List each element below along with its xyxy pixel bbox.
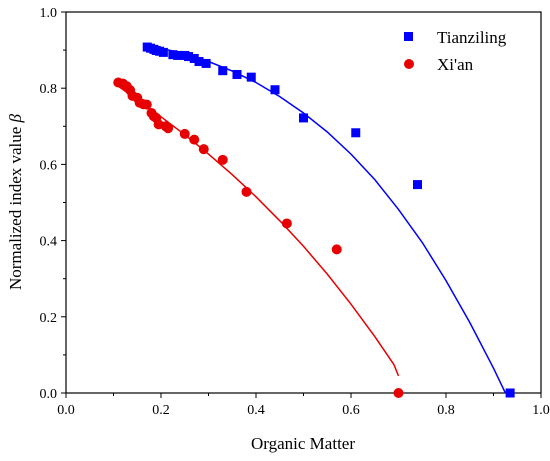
- y-axis-title-symbol: β: [6, 113, 25, 123]
- data-point-xian: [217, 154, 228, 165]
- data-points: [113, 42, 515, 398]
- fit-curves: [117, 44, 507, 394]
- data-point-tianziling: [351, 128, 361, 138]
- data-point-tianziling: [246, 72, 256, 82]
- x-tick-label: 1.0: [532, 403, 550, 418]
- data-point-tianziling: [218, 66, 228, 76]
- data-point-tianziling: [168, 50, 178, 60]
- data-point-xian: [198, 144, 209, 155]
- legend-label-xian: Xi'an: [437, 55, 474, 74]
- legend: Tianziling Xi'an: [404, 28, 507, 74]
- data-point-tianziling: [232, 69, 242, 79]
- data-point-xian: [241, 186, 252, 197]
- data-point-xian: [189, 134, 200, 145]
- y-tick-label: 0.8: [40, 82, 58, 97]
- data-point-xian: [141, 99, 152, 110]
- data-point-xian: [163, 123, 174, 134]
- data-point-tianziling: [173, 50, 183, 60]
- data-point-tianziling: [505, 388, 515, 398]
- y-tick-label: 1.0: [40, 6, 58, 21]
- data-point-xian: [393, 388, 404, 398]
- data-point-tianziling: [189, 53, 199, 63]
- data-point-tianziling: [194, 57, 204, 67]
- fit-curve-1: [117, 85, 400, 377]
- x-tick-label: 0.6: [342, 403, 360, 418]
- y-axis-title: Normalized index value β: [6, 113, 25, 290]
- legend-marker-tianziling: [404, 32, 413, 41]
- data-point-tianziling: [158, 47, 168, 57]
- data-point-tianziling: [184, 52, 194, 62]
- legend-marker-xian: [404, 59, 414, 69]
- data-point-tianziling: [299, 113, 308, 123]
- x-axis-title: Organic Matter: [251, 434, 355, 453]
- y-tick-label: 0.0: [40, 387, 58, 402]
- y-tick-label: 0.2: [40, 311, 58, 326]
- data-point-xian: [281, 218, 292, 229]
- x-tick-label: 0.0: [57, 403, 75, 418]
- data-point-tianziling: [201, 58, 211, 68]
- data-point-tianziling: [413, 180, 422, 190]
- y-axis-title-text: Normalized index value: [6, 122, 25, 290]
- data-point-tianziling: [270, 85, 280, 95]
- x-tick-label: 0.4: [247, 403, 265, 418]
- legend-label-tianziling: Tianziling: [437, 28, 507, 47]
- x-tick-label: 0.2: [152, 403, 170, 418]
- fit-curve-0: [144, 44, 507, 394]
- data-point-xian: [331, 244, 342, 255]
- y-axis-ticks: 0.0 0.2 0.4 0.6 0.8 1.0: [40, 6, 66, 402]
- data-point-xian: [179, 128, 190, 139]
- x-axis-ticks: 0.0 0.2 0.4 0.6 0.8 1.0: [57, 393, 550, 418]
- y-tick-label: 0.4: [40, 235, 58, 250]
- x-tick-label: 0.8: [437, 403, 455, 418]
- y-tick-label: 0.6: [40, 158, 58, 173]
